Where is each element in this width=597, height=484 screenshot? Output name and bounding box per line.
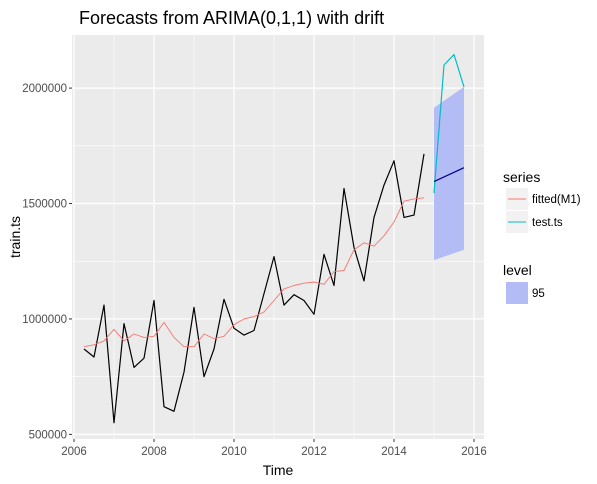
y-axis-title: train.ts <box>7 216 23 258</box>
legend-level-keys: 95 <box>506 282 545 304</box>
y-axis-ticks: 500000 1000000 1500000 2000000 <box>22 83 72 441</box>
forecast-ribbon-layer <box>434 86 464 261</box>
x-tick-label: 2012 <box>301 446 327 458</box>
x-tick-label: 2006 <box>61 446 87 458</box>
legend-level-title: level <box>503 262 532 278</box>
train-series-line <box>83 153 425 424</box>
x-axis-ticks: 2006 2008 2010 2012 2014 2016 <box>61 439 487 458</box>
chart-title: Forecasts from ARIMA(0,1,1) with drift <box>79 8 384 28</box>
test-series-line <box>433 54 465 194</box>
y-tick-label: 500000 <box>29 429 67 441</box>
grid-major <box>72 35 484 439</box>
fitted-series-line <box>83 197 425 348</box>
y-tick-label: 2000000 <box>22 83 67 95</box>
legend: series fitted(M1) test.ts level 95 <box>503 169 581 304</box>
series-lines-layer <box>83 54 465 424</box>
x-tick-label: 2008 <box>141 446 167 458</box>
x-tick-label: 2010 <box>221 446 247 458</box>
legend-level-label: 95 <box>532 288 545 300</box>
legend-level-key <box>506 282 528 304</box>
legend-series-keys: fitted(M1) test.ts <box>506 188 581 233</box>
x-tick-label: 2016 <box>461 446 487 458</box>
legend-series-label: test.ts <box>532 217 563 229</box>
plot-panel <box>72 35 484 439</box>
forecast-ribbon-95 <box>434 86 464 261</box>
y-tick-label: 1000000 <box>22 314 67 326</box>
panel-background <box>72 35 484 439</box>
legend-series-label: fitted(M1) <box>532 194 581 206</box>
forecast-mean-line <box>433 167 465 183</box>
x-tick-label: 2014 <box>381 446 407 458</box>
x-axis-title: Time <box>263 462 294 478</box>
y-tick-label: 1500000 <box>22 199 67 211</box>
legend-series-title: series <box>503 169 540 185</box>
